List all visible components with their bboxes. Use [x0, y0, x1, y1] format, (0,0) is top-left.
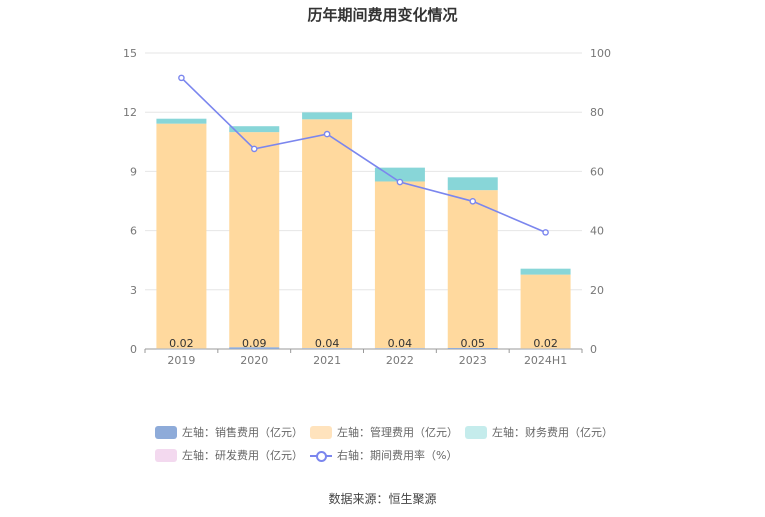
bar-segment — [520, 348, 571, 350]
line-point — [542, 229, 549, 236]
legend-swatch-finance — [465, 425, 487, 439]
line-point — [396, 178, 404, 186]
line-point — [250, 145, 258, 153]
data-label: 0.05 — [461, 337, 486, 350]
data-source: 数据来源：恒生聚源 — [328, 492, 437, 506]
x-tick-label: 2024H1 — [524, 354, 567, 367]
legend-item-expense-ratio[interactable]: 右轴：期间费用率（%） — [310, 447, 457, 463]
legend-item-sales[interactable]: 左轴：销售费用（亿元） — [155, 424, 303, 440]
legend-swatch-rnd — [155, 448, 177, 462]
legend-label-rnd: 左轴：研发费用（亿元） — [182, 449, 303, 462]
y-right-tick-label: 20 — [590, 284, 604, 297]
legend-swatch-sales — [155, 425, 177, 439]
legend-line-icon — [310, 449, 332, 462]
line-series — [180, 77, 546, 234]
y-right-tick-label: 40 — [590, 225, 604, 238]
data-label: 0.02 — [533, 337, 558, 350]
chart-area: 0 3 6 9 12 15 0 20 40 60 80 100 2019 2020 2021 2022 2023… — [123, 47, 611, 367]
legend-label-expense-ratio: 右轴：期间费用率（%） — [337, 449, 458, 462]
x-tick-label: 2022 — [386, 354, 414, 367]
bar-segment — [156, 348, 207, 350]
bar-segment — [520, 274, 571, 349]
bar-segment — [302, 119, 353, 349]
y-left-tick-label: 9 — [130, 165, 137, 178]
legend-item-finance[interactable]: 左轴：财务费用（亿元） — [465, 424, 613, 440]
legend-label-finance: 左轴：财务费用（亿元） — [492, 426, 613, 439]
legend-item-admin[interactable]: 左轴：管理费用（亿元） — [310, 424, 458, 440]
data-label: 0.04 — [388, 337, 413, 350]
bar-segment — [520, 268, 571, 275]
bar-segment — [447, 190, 498, 349]
y-right-tick-label: 0 — [590, 343, 597, 356]
data-label: 0.02 — [169, 337, 194, 350]
y-left-tick-label: 6 — [130, 225, 137, 238]
legend-swatch-admin — [310, 425, 332, 439]
data-label: 0.04 — [315, 337, 340, 350]
line-point — [469, 197, 477, 205]
legend-label-sales: 左轴：销售费用（亿元） — [182, 426, 303, 439]
y-left-tick-label: 15 — [123, 47, 137, 60]
x-tick-label: 2020 — [240, 354, 268, 367]
legend-label-admin: 左轴：管理费用（亿元） — [337, 426, 458, 439]
legend-item-rnd[interactable]: 左轴：研发费用（亿元） — [155, 447, 303, 463]
bar-segment — [229, 126, 280, 133]
y-left-tick-label: 0 — [130, 343, 137, 356]
bar-segment — [302, 112, 353, 120]
x-tick-label: 2023 — [459, 354, 487, 367]
y-left-tick-label: 3 — [130, 284, 137, 297]
bar-segment — [302, 348, 353, 349]
y-left-tick-label: 12 — [123, 106, 137, 119]
y-right-tick-label: 100 — [590, 47, 611, 60]
bar-segment — [229, 132, 280, 348]
y-right-tick-label: 80 — [590, 106, 604, 119]
x-tick-label: 2021 — [313, 354, 341, 367]
chart-title: 历年期间费用变化情况 — [307, 6, 458, 24]
bar-segment — [229, 347, 280, 349]
bar-segment — [374, 167, 425, 182]
x-tick-label: 2019 — [167, 354, 195, 367]
bar-segment — [156, 123, 207, 349]
bar-segment — [374, 348, 425, 349]
line-point — [323, 130, 331, 138]
bar-segment — [447, 177, 498, 191]
bar-segment — [447, 348, 498, 349]
data-label: 0.09 — [242, 337, 267, 350]
y-right-tick-label: 60 — [590, 165, 604, 178]
bar-segment — [374, 181, 425, 349]
bar-segment — [156, 118, 207, 124]
line-point — [178, 74, 185, 82]
